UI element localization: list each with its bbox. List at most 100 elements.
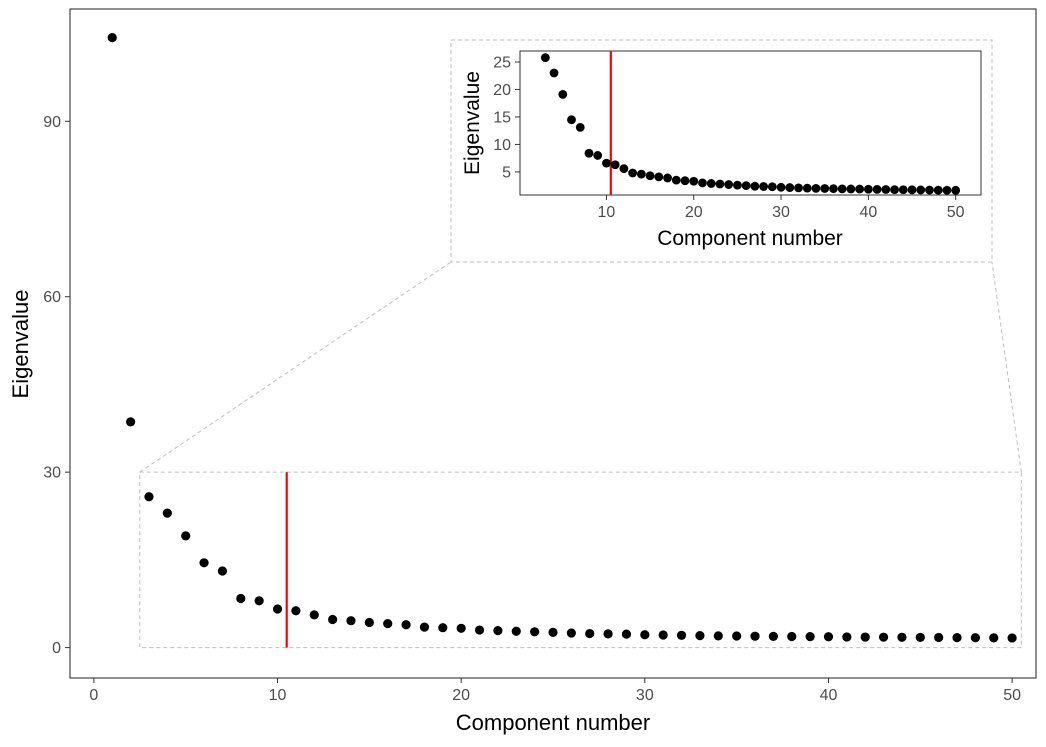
- inset-data-point: [628, 168, 638, 178]
- inset-data-point: [549, 68, 559, 78]
- main-data-point: [768, 631, 778, 641]
- inset-outline: [450, 39, 993, 263]
- main-data-point: [1007, 633, 1017, 643]
- inset-data-point: [741, 181, 751, 191]
- inset-data-point: [942, 185, 952, 195]
- inset-axis-ticks: 10 20 30 40 50 5 10 15 20 25: [493, 54, 964, 221]
- inset-y-tick-label: 20: [493, 82, 511, 99]
- inset-data-point: [663, 173, 672, 183]
- main-x-tick-label: 30: [636, 687, 654, 704]
- inset-data-point: [610, 160, 620, 170]
- inset-data-point: [602, 158, 611, 168]
- main-data-point: [511, 626, 521, 636]
- main-data-point: [585, 628, 595, 639]
- inset-data-point: [759, 182, 768, 191]
- main-data-point: [732, 631, 742, 641]
- main-data-point: [860, 632, 870, 642]
- inset-data-point: [881, 185, 891, 194]
- inset-y-axis-title: Eigenvalue: [461, 71, 484, 175]
- main-data-point: [144, 492, 154, 502]
- main-data-point: [309, 610, 319, 620]
- main-data-point: [878, 632, 889, 642]
- main-data-point: [548, 627, 558, 637]
- inset-data-point: [645, 171, 655, 181]
- main-x-tick-label: 20: [452, 687, 470, 704]
- inset-data-point: [575, 122, 585, 132]
- inset-x-tick-label: 50: [947, 204, 965, 221]
- inset-data-point: [584, 148, 594, 158]
- inset-data-point: [733, 180, 742, 190]
- inset-data-point: [846, 184, 856, 194]
- inset-x-axis-title: Component number: [657, 227, 843, 250]
- main-data-point: [970, 633, 980, 643]
- main-data-point: [419, 622, 430, 632]
- inset-data-point: [715, 179, 725, 189]
- main-data-point: [566, 628, 576, 638]
- inset-data-point: [837, 184, 847, 194]
- main-data-point: [456, 623, 466, 633]
- inset-y-tick-label: 10: [493, 137, 511, 154]
- main-data-point: [364, 617, 374, 628]
- inset-panel-border: [519, 50, 982, 196]
- inset-data-point: [820, 184, 830, 193]
- main-panel-border: [69, 8, 1037, 679]
- inset-plot-panel: 10 20 30 40 50 5 10 15 20 25 Component number Eig…: [450, 39, 993, 263]
- zoom-connector-line: [991, 261, 1022, 473]
- main-x-tick-label: 0: [89, 687, 98, 704]
- inset-data-point: [671, 175, 681, 185]
- inset-data-point: [785, 183, 795, 192]
- main-data-point: [126, 417, 136, 427]
- inset-data-point: [829, 184, 838, 194]
- inset-data-point: [619, 164, 629, 174]
- inset-data-point: [540, 53, 550, 62]
- inset-data-point: [898, 185, 908, 195]
- inset-data-point: [872, 184, 882, 194]
- main-data-point: [530, 627, 540, 637]
- main-data-point: [805, 631, 815, 642]
- inset-data-point: [567, 115, 576, 125]
- inset-data-point: [802, 183, 812, 193]
- main-data-points: [107, 33, 1017, 643]
- inset-data-points: [540, 53, 961, 195]
- inset-data-point: [916, 185, 926, 195]
- main-data-point: [328, 614, 338, 625]
- main-data-point: [787, 631, 797, 642]
- main-data-point: [383, 619, 393, 629]
- main-data-point: [713, 631, 723, 641]
- inset-data-point: [636, 169, 646, 179]
- main-y-tick-label: 60: [43, 289, 61, 306]
- inset-y-tick-label: 25: [493, 54, 511, 71]
- main-data-point: [897, 632, 907, 642]
- inset-data-point: [689, 176, 699, 186]
- main-data-point: [346, 616, 356, 626]
- inset-data-point: [951, 185, 961, 195]
- main-plot-panel: 0 10 20 30 40 50 0 30 60 90 Component number Eige…: [8, 8, 1037, 735]
- inset-data-point: [680, 176, 690, 186]
- inset-data-point: [724, 180, 734, 189]
- main-data-point: [107, 33, 117, 43]
- inset-data-point: [558, 90, 568, 99]
- main-data-point: [493, 626, 503, 636]
- inset-data-point: [933, 185, 943, 195]
- main-data-point: [915, 632, 925, 643]
- main-data-point: [934, 632, 944, 643]
- main-data-point: [254, 596, 264, 606]
- inset-data-point: [925, 185, 934, 195]
- inset-x-tick-label: 40: [859, 204, 877, 221]
- main-data-point: [750, 631, 760, 641]
- main-data-point: [823, 632, 834, 642]
- main-data-point: [842, 632, 852, 642]
- main-x-axis-title: Component number: [456, 710, 650, 735]
- main-data-point: [640, 630, 650, 640]
- inset-x-tick-label: 10: [598, 204, 616, 221]
- main-data-point: [291, 606, 301, 616]
- zoom-indicator-layer: [139, 261, 1022, 649]
- inset-data-point: [863, 184, 873, 194]
- inset-y-tick-label: 5: [502, 164, 511, 181]
- main-data-point: [676, 630, 687, 640]
- inset-data-point: [706, 179, 716, 188]
- main-data-point: [952, 633, 962, 643]
- inset-data-point: [593, 151, 603, 160]
- main-data-point: [199, 558, 209, 568]
- zoom-region-box: [139, 471, 1022, 649]
